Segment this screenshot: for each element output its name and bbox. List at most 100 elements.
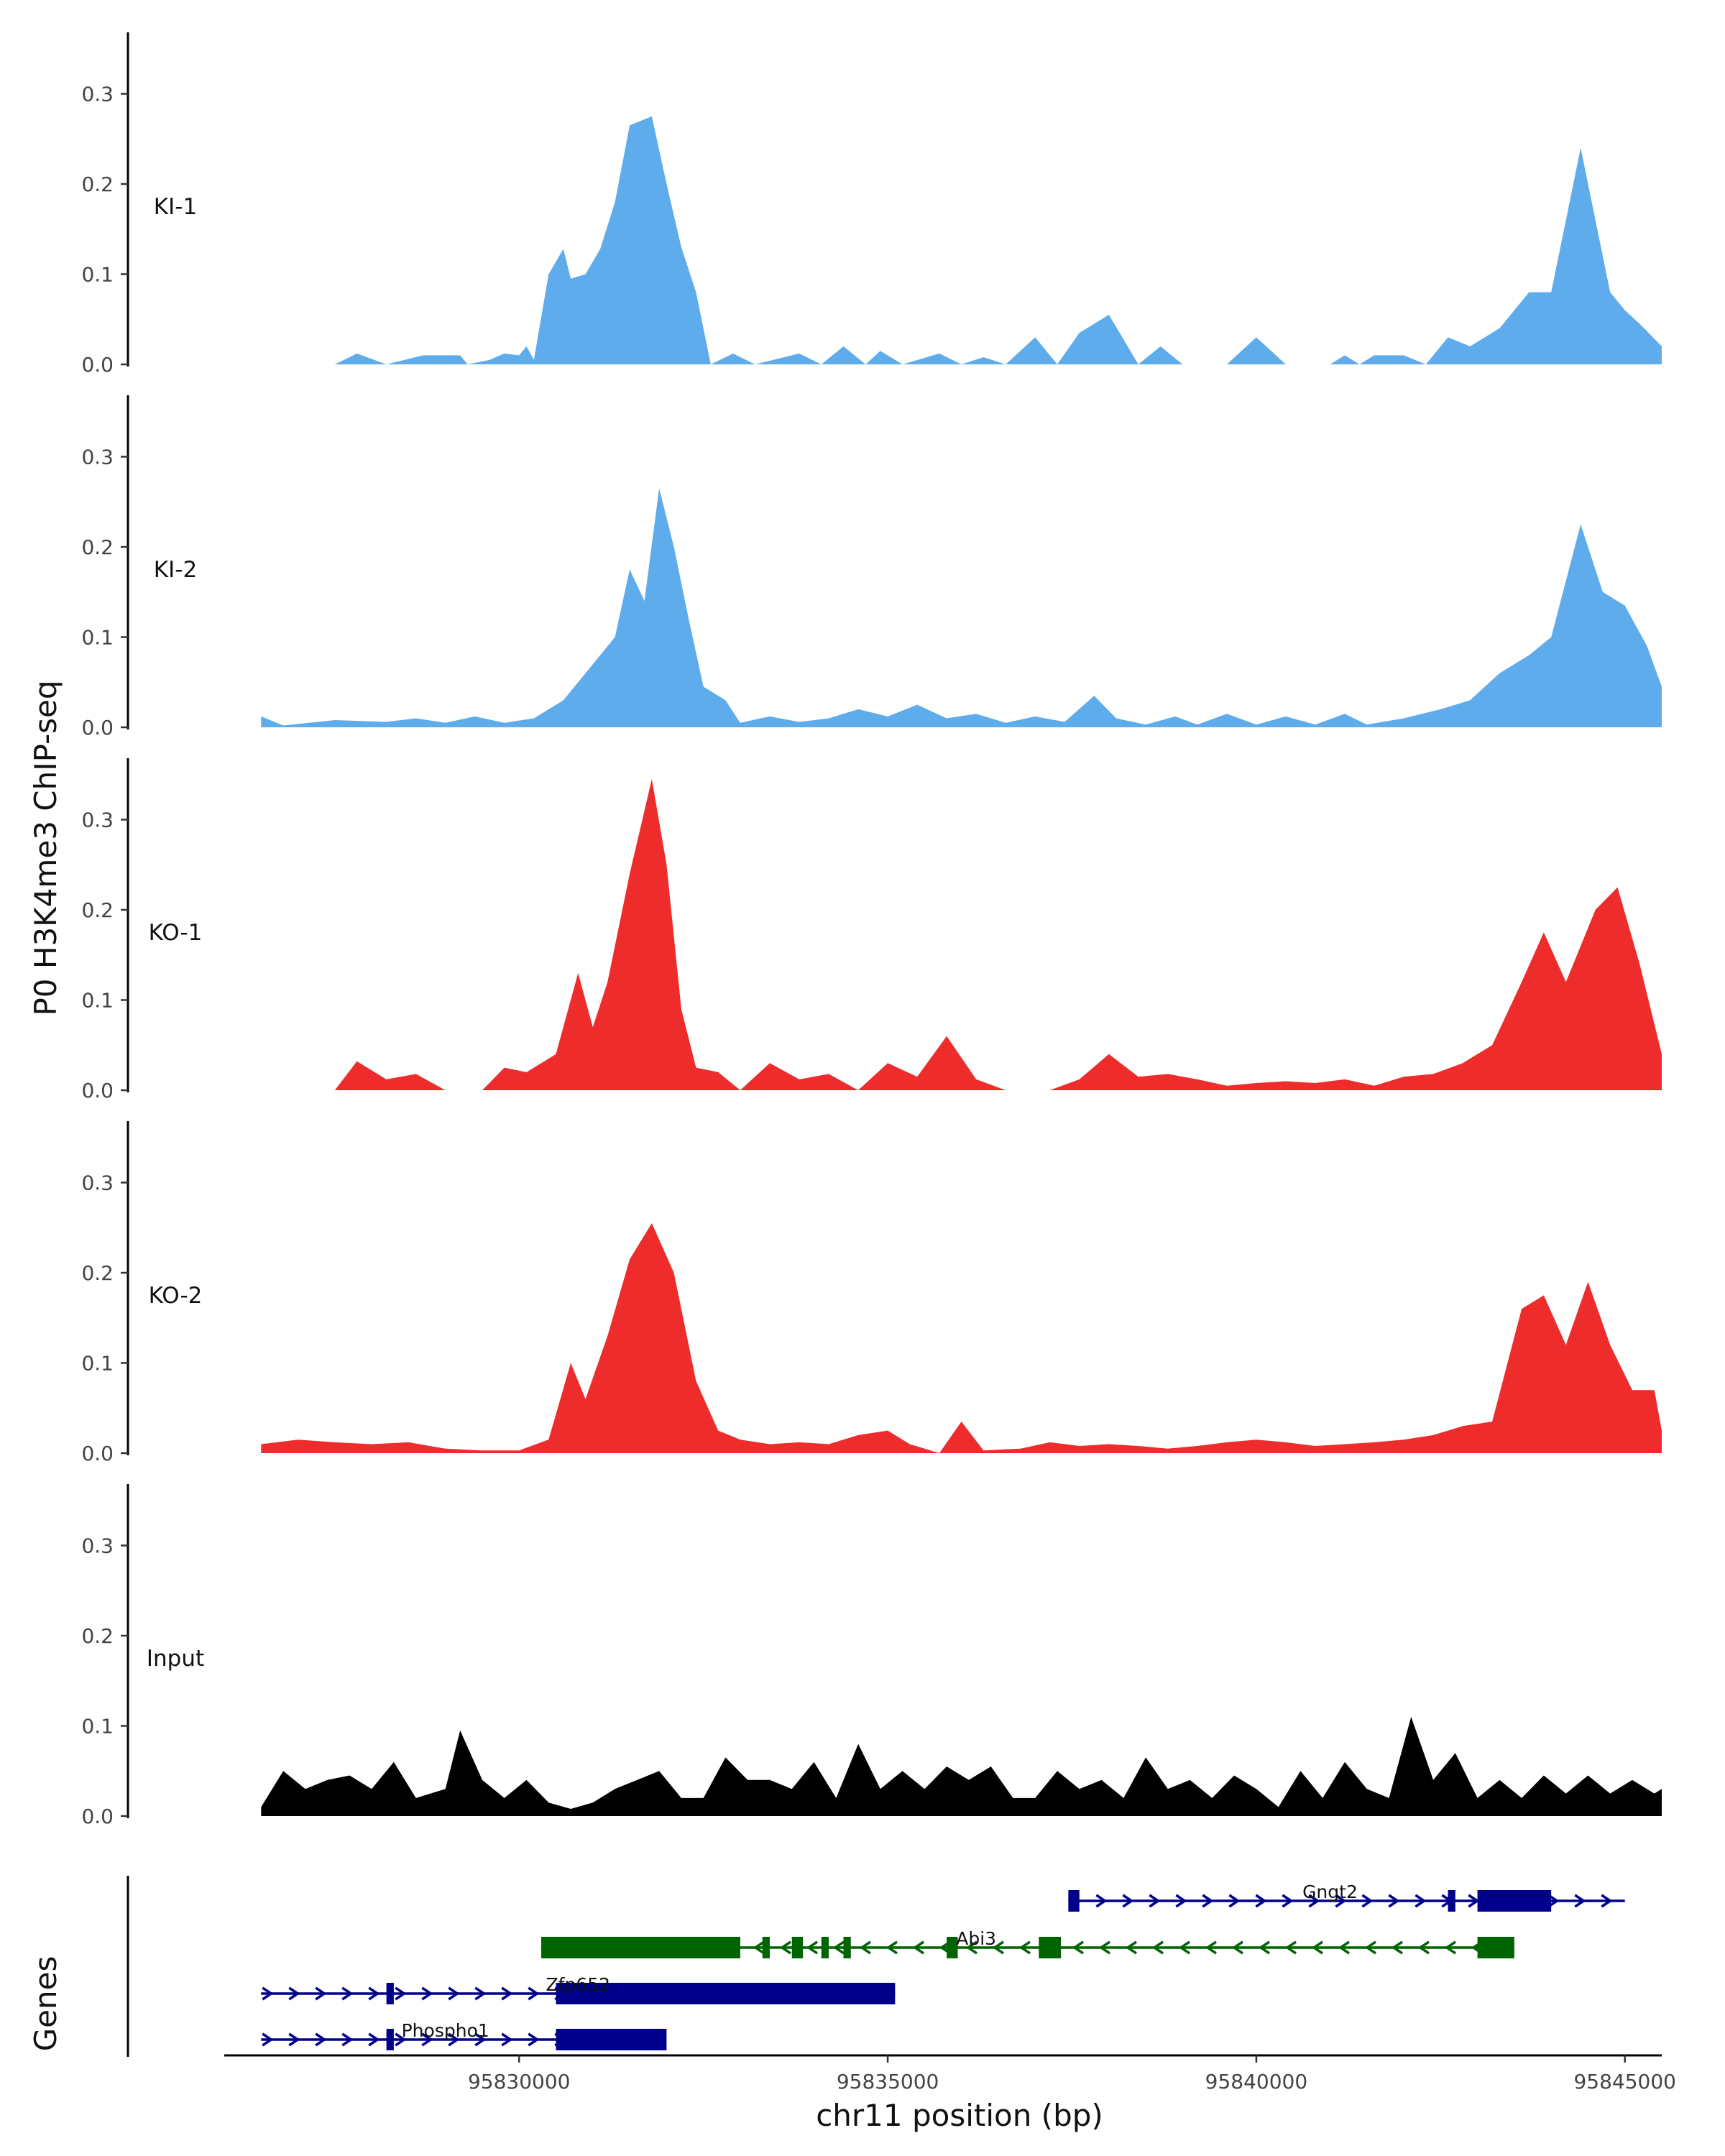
gene-exon	[386, 2029, 394, 2050]
strand-arrow-icon	[315, 2032, 327, 2047]
strand-arrow-icon	[1258, 1940, 1271, 1955]
strand-arrow-icon	[832, 1940, 845, 1955]
y-tick-label: 0.1	[81, 989, 114, 1013]
strand-arrow-icon	[965, 1940, 978, 1955]
strand-arrow-icon	[262, 1986, 274, 2001]
x-tick-label: 95845000	[1573, 2070, 1676, 2093]
gene-label-abi3: Abi3	[956, 1928, 996, 1949]
coverage-area-ko-2	[261, 1223, 1662, 1453]
y-tick-label: 0.1	[81, 1352, 114, 1376]
strand-arrow-icon	[1122, 1894, 1134, 1908]
x-axis: 95830000 95835000 95840000 95845000	[224, 2054, 1676, 2093]
track-label-ki-1: KI-1	[154, 194, 197, 220]
y-tick-label: 0.3	[81, 808, 114, 832]
strand-arrow-icon	[368, 1986, 380, 2001]
y-tick-label: 0.0	[81, 716, 114, 740]
strand-arrow-icon	[1335, 1894, 1347, 1908]
strand-arrow-icon	[779, 1940, 792, 1955]
gene-zfp652: Zfp652	[261, 1974, 896, 2004]
gene-exon	[1477, 1890, 1552, 1912]
track-ko-1: 0.0 0.1 0.2 0.3 KO-1	[81, 758, 1662, 1102]
gene-exon	[556, 2029, 667, 2050]
strand-arrow-icon	[1311, 1940, 1324, 1955]
gene-exon	[386, 1983, 394, 2004]
strand-arrow-icon	[395, 1986, 407, 2001]
strand-arrow-icon	[1444, 1940, 1457, 1955]
y-tick-label: 0.2	[81, 1624, 114, 1648]
strand-arrow-icon	[1151, 1940, 1164, 1955]
strand-arrow-icon	[992, 1940, 1005, 1955]
y-tick-label: 0.0	[81, 1805, 114, 1828]
y-tick-label: 0.2	[81, 535, 114, 559]
strand-arrow-icon	[1391, 1940, 1404, 1955]
strand-arrow-icon	[1205, 1940, 1218, 1955]
y-tick-label: 0.1	[81, 1715, 114, 1738]
strand-arrow-icon	[1308, 1894, 1320, 1908]
strand-arrow-icon	[528, 2032, 540, 2047]
strand-arrow-icon	[1388, 1894, 1400, 1908]
strand-arrow-icon	[1202, 1894, 1214, 1908]
x-tick-label: 95830000	[468, 2070, 571, 2093]
gene-exon	[1477, 1937, 1514, 1958]
y-tick-label: 0.0	[81, 1442, 114, 1465]
y-tick-label: 0.0	[81, 353, 114, 377]
gene-exon	[556, 1983, 896, 2004]
y-tick-label: 0.3	[81, 1171, 114, 1195]
strand-arrow-icon	[1072, 1940, 1085, 1955]
coverage-tracks: 0.00.10.20.3KI-10.00.10.20.3KI-20.00.10.…	[81, 32, 1662, 1828]
strand-arrow-icon	[341, 2032, 354, 2047]
gene-exon	[821, 1937, 829, 1958]
y-tick-label: 0.1	[81, 626, 114, 650]
strand-arrow-icon	[1125, 1940, 1138, 1955]
gene-phospho1: Phospho1	[261, 2020, 667, 2050]
strand-arrow-icon	[1231, 1940, 1244, 1955]
strand-arrow-icon	[1282, 1894, 1294, 1908]
strand-arrow-icon	[1175, 1894, 1187, 1908]
strand-arrow-icon	[1361, 1894, 1374, 1908]
strand-arrow-icon	[341, 1986, 354, 2001]
strand-arrow-icon	[528, 1986, 540, 2001]
gene-exon	[541, 1937, 740, 1958]
strand-arrow-icon	[1601, 1894, 1613, 1908]
y-tick-label: 0.1	[81, 263, 114, 287]
x-axis-title: chr11 position (bp)	[816, 2098, 1103, 2133]
strand-arrow-icon	[1574, 1894, 1586, 1908]
gene-exon	[762, 1937, 770, 1958]
strand-arrow-icon	[886, 1940, 898, 1955]
coverage-area-ko-1	[334, 779, 1662, 1090]
genes-axis-title: Genes	[28, 1956, 63, 2052]
coverage-area-input	[261, 1716, 1662, 1816]
track-ki-2: 0.0 0.1 0.2 0.3 KI-2	[81, 395, 1662, 740]
strand-arrow-icon	[474, 2032, 487, 2047]
x-tick-label: 95835000	[837, 2070, 939, 2093]
strand-arrow-icon	[1098, 1940, 1111, 1955]
gene-exon	[1068, 1890, 1080, 1912]
track-label-input: Input	[147, 1646, 204, 1672]
y-axis-title: P0 H3K4me3 ChIP-seq	[28, 680, 63, 1015]
gene-abi3: Abi3	[540, 1928, 1514, 1958]
strand-arrow-icon	[1095, 1894, 1108, 1908]
strand-arrow-icon	[421, 1986, 433, 2001]
y-tick-label: 0.2	[81, 172, 114, 196]
gene-exon	[843, 1937, 851, 1958]
strand-arrow-icon	[1228, 1894, 1241, 1908]
strand-arrow-icon	[501, 2032, 513, 2047]
strand-arrow-icon	[1178, 1940, 1191, 1955]
strand-arrow-icon	[315, 1986, 327, 2001]
strand-arrow-icon	[806, 1940, 819, 1955]
gene-gngt2: Gngt2	[1068, 1881, 1625, 1912]
strand-arrow-icon	[368, 2032, 380, 2047]
track-ko-2: 0.0 0.1 0.2 0.3 KO-2	[81, 1121, 1662, 1465]
track-label-ko-1: KO-1	[149, 920, 203, 946]
strand-arrow-icon	[1284, 1940, 1297, 1955]
track-input: 0.0 0.1 0.2 0.3 Input	[81, 1484, 1662, 1828]
strand-arrow-icon	[1149, 1894, 1161, 1908]
strand-arrow-icon	[501, 1986, 513, 2001]
gene-annotation-track: Gngt2 Abi3 Zfp652 Phospho1	[126, 1876, 1625, 2057]
strand-arrow-icon	[448, 1986, 460, 2001]
gene-label-phospho1: Phospho1	[402, 2020, 489, 2041]
track-label-ko-2: KO-2	[149, 1283, 203, 1309]
strand-arrow-icon	[448, 2032, 460, 2047]
coverage-area-ki-2	[261, 488, 1662, 727]
